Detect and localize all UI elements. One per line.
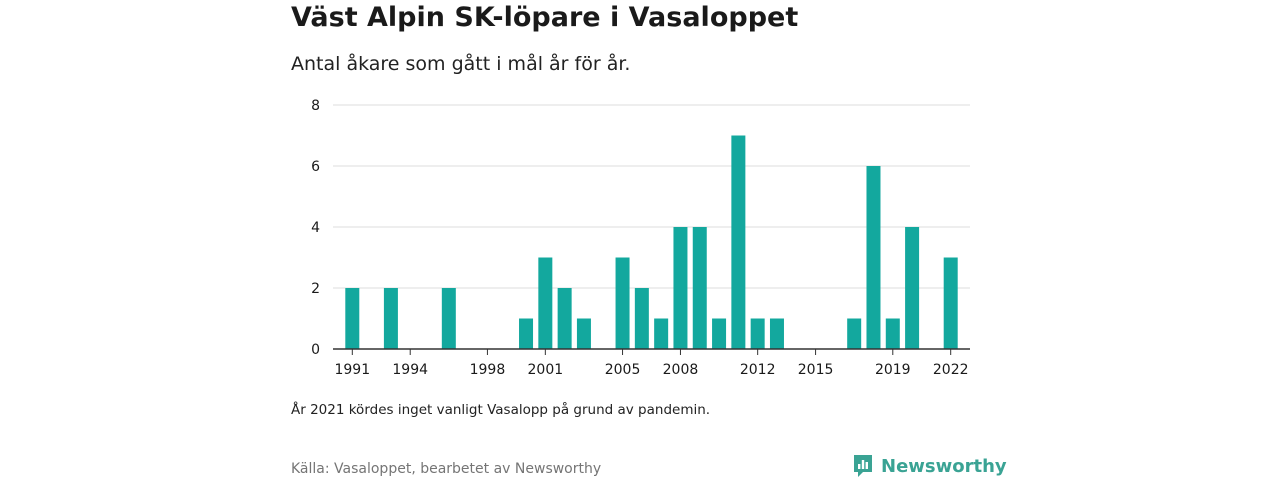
bar-2008 bbox=[673, 227, 688, 349]
chart-subtitle: Antal åkare som gått i mål år för år. bbox=[291, 53, 631, 75]
x-tick-label: 2022 bbox=[933, 362, 969, 378]
bar-2003 bbox=[576, 318, 591, 349]
bar-2020 bbox=[905, 227, 920, 349]
bar-2022 bbox=[943, 257, 958, 349]
newsworthy-logo: Newsworthy bbox=[852, 453, 1007, 479]
brand-name: Newsworthy bbox=[881, 455, 1007, 477]
bar-chart: 0 2 4 6 8 1991 1994 1998 2001 2005 2008 2012 2015 201… bbox=[311, 98, 970, 378]
bar-2010 bbox=[712, 318, 727, 349]
x-tick-label: 1991 bbox=[334, 362, 370, 378]
y-tick-label: 4 bbox=[311, 220, 320, 236]
bar-2006 bbox=[634, 288, 649, 349]
y-tick-label: 6 bbox=[311, 159, 320, 175]
x-tick-label: 2001 bbox=[528, 362, 564, 378]
y-tick-label: 8 bbox=[311, 98, 320, 114]
x-tick-label: 2019 bbox=[875, 362, 911, 378]
bar-2001 bbox=[538, 257, 553, 349]
bar-2007 bbox=[654, 318, 669, 349]
newsworthy-logo-icon bbox=[854, 455, 872, 477]
x-tick-label: 1998 bbox=[470, 362, 506, 378]
bar-1996 bbox=[441, 288, 456, 349]
bar-2011 bbox=[731, 135, 746, 349]
bar-2005 bbox=[615, 257, 630, 349]
gridlines bbox=[333, 104, 970, 289]
bar-2012 bbox=[750, 318, 765, 349]
x-tick-label: 2005 bbox=[605, 362, 641, 378]
x-tick-label: 2012 bbox=[740, 362, 776, 378]
y-tick-label: 0 bbox=[311, 342, 320, 358]
x-tick-label: 2008 bbox=[663, 362, 699, 378]
bar-2018 bbox=[866, 166, 881, 349]
bar-2000 bbox=[519, 318, 534, 349]
bar-2017 bbox=[847, 318, 862, 349]
y-tick-label: 2 bbox=[311, 281, 320, 297]
x-tick-label: 2015 bbox=[798, 362, 834, 378]
bar-2002 bbox=[557, 288, 572, 349]
bar-2019 bbox=[885, 318, 900, 349]
bar-2009 bbox=[692, 227, 707, 349]
bar-1991 bbox=[345, 288, 360, 349]
bar-1993 bbox=[383, 288, 398, 349]
x-tick-label: 1994 bbox=[392, 362, 428, 378]
axes: 0 2 4 6 8 1991 1994 1998 2001 2005 2008 2012 2015 201… bbox=[311, 98, 970, 378]
source-text: Källa: Vasaloppet, bearbetet av Newswort… bbox=[291, 461, 602, 477]
bars bbox=[345, 135, 958, 349]
bar-2013 bbox=[769, 318, 784, 349]
chart-note: År 2021 kördes inget vanligt Vasalopp på… bbox=[291, 402, 711, 418]
chart-title: Väst Alpin SK-löpare i Vasaloppet bbox=[291, 2, 799, 33]
